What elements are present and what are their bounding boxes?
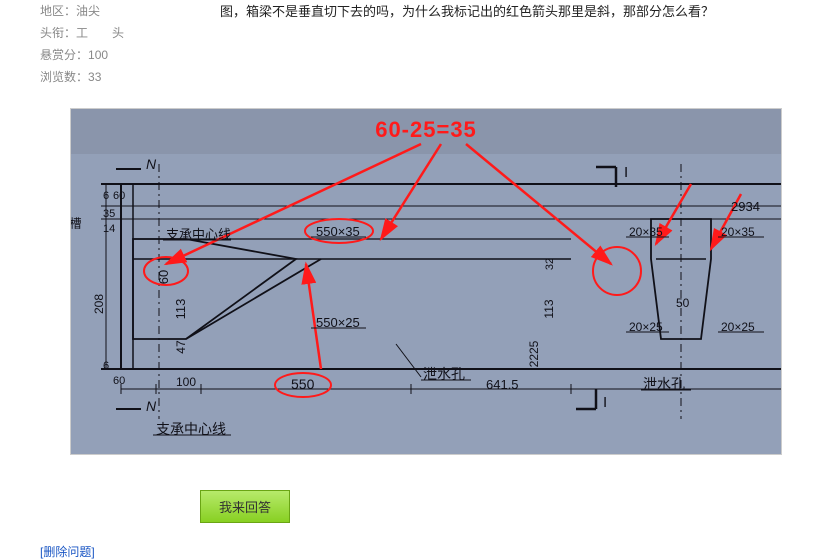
svg-text:32: 32 bbox=[544, 258, 556, 270]
meta-bounty-value: 100 bbox=[88, 48, 108, 62]
meta-bounty: 悬赏分：100 bbox=[40, 44, 220, 66]
meta-title: 头衔：工 头 bbox=[40, 22, 220, 44]
meta-region-value: 油尖 bbox=[76, 4, 100, 18]
meta-bounty-label: 悬赏分： bbox=[40, 48, 88, 62]
svg-text:2934: 2934 bbox=[731, 199, 760, 214]
meta-region: 地区：油尖 bbox=[40, 0, 220, 22]
meta-views-label: 浏览数： bbox=[40, 70, 88, 84]
svg-text:6: 6 bbox=[103, 360, 109, 372]
svg-text:60: 60 bbox=[113, 190, 125, 202]
svg-text:113: 113 bbox=[542, 299, 556, 318]
question-text: 图，箱梁不是垂直切下去的吗，为什么我标记出的红色箭头那里是斜，那部分怎么看？ bbox=[220, 0, 837, 22]
diagram-svg: N N I I 6 60 35 14 60 113 47 208 6 60 10… bbox=[71, 109, 781, 454]
delete-question-link[interactable]: [删除问题] bbox=[40, 543, 837, 560]
svg-text:100: 100 bbox=[176, 375, 196, 389]
svg-text:641.5: 641.5 bbox=[486, 377, 519, 392]
svg-text:2225: 2225 bbox=[527, 340, 541, 367]
svg-text:14: 14 bbox=[103, 223, 115, 235]
svg-text:113: 113 bbox=[173, 299, 188, 320]
svg-text:50: 50 bbox=[676, 296, 690, 310]
answer-button[interactable]: 我来回答 bbox=[200, 490, 290, 523]
svg-text:N: N bbox=[146, 156, 157, 172]
meta-region-label: 地区： bbox=[40, 4, 76, 18]
engineering-diagram: N N I I 6 60 35 14 60 113 47 208 6 60 10… bbox=[70, 108, 782, 455]
meta-views: 浏览数：33 bbox=[40, 66, 220, 88]
svg-text:208: 208 bbox=[92, 294, 106, 314]
svg-text:60: 60 bbox=[156, 270, 171, 284]
svg-text:60: 60 bbox=[113, 375, 125, 387]
svg-text:I: I bbox=[624, 164, 628, 181]
annotation-title: 60-25=35 bbox=[375, 117, 477, 143]
svg-text:47: 47 bbox=[174, 340, 188, 354]
svg-text:I: I bbox=[603, 394, 607, 411]
svg-text:6: 6 bbox=[103, 190, 109, 202]
meta-views-value: 33 bbox=[88, 70, 101, 84]
svg-text:550: 550 bbox=[291, 376, 315, 392]
svg-text:N: N bbox=[146, 398, 157, 414]
svg-text:槽: 槽 bbox=[71, 217, 82, 230]
svg-text:35: 35 bbox=[103, 208, 115, 220]
meta-block: 地区：油尖 头衔：工 头 悬赏分：100 浏览数：33 bbox=[0, 0, 220, 88]
